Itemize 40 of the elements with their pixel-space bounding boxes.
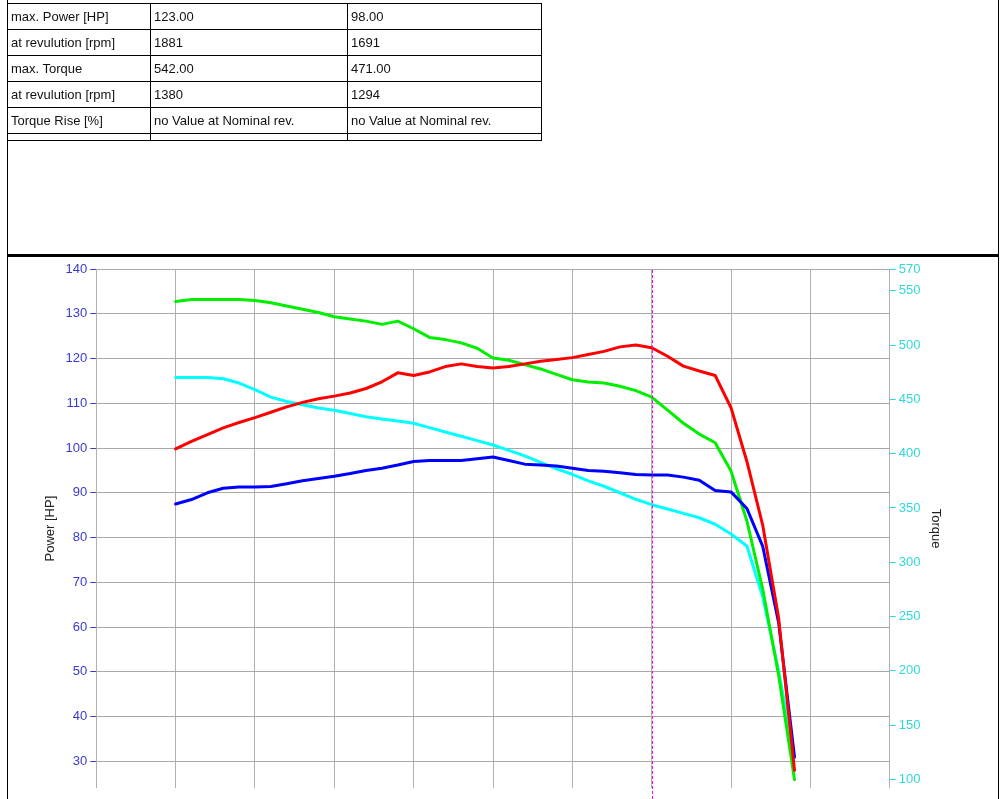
y2-tick-label: 150 — [898, 716, 921, 732]
y-tick-label: 60 — [72, 618, 88, 634]
y-tick-label: 30 — [72, 752, 88, 768]
y2-tick-label: 500 — [898, 336, 921, 352]
y-axis-title: Power [HP] — [42, 495, 58, 562]
y-tick-label: 140 — [65, 260, 88, 276]
y2-tick-label: 100 — [898, 771, 921, 787]
y-tick-label: 80 — [72, 529, 88, 545]
text: 1881 — [151, 30, 348, 56]
text: at revulution [rpm] — [8, 30, 151, 56]
y2-tick-label: 300 — [898, 553, 921, 569]
text: no Value at Nominal rev. — [348, 108, 542, 134]
text: 1380 — [151, 82, 348, 108]
y2-tick-label: 570 — [898, 260, 921, 276]
y2-tick-label: 550 — [898, 282, 921, 298]
y-tick-label: 40 — [72, 708, 88, 724]
text: max. Power [HP] — [8, 4, 151, 30]
y2-tick-label: 400 — [898, 445, 921, 461]
text: 123.00 — [151, 4, 348, 30]
y2-axis-title: Torque — [928, 508, 944, 549]
y-tick-label: 130 — [65, 305, 88, 321]
text: no Value at Nominal rev. — [151, 108, 348, 134]
text: 1294 — [348, 82, 542, 108]
text: at revulution [rpm] — [8, 82, 151, 108]
y-tick-label: 100 — [65, 439, 88, 455]
y2-tick-label: 350 — [898, 499, 921, 515]
y-tick-label: 70 — [72, 573, 88, 589]
text: 1691 — [348, 30, 542, 56]
text: 98.00 — [348, 4, 542, 30]
y2-tick-label: 200 — [898, 662, 921, 678]
y2-tick-label: 450 — [898, 390, 921, 406]
y2-tick-label: 250 — [898, 608, 921, 624]
y-tick-label: 110 — [66, 394, 88, 410]
text: 542.00 — [151, 56, 348, 82]
text: max. Torque — [8, 56, 151, 82]
text: Torque Rise [%] — [8, 108, 151, 134]
y-tick-label: 120 — [65, 350, 88, 366]
y-tick-label: 90 — [72, 484, 88, 500]
y-tick-label: 50 — [72, 663, 88, 679]
text: 471.00 — [348, 56, 542, 82]
